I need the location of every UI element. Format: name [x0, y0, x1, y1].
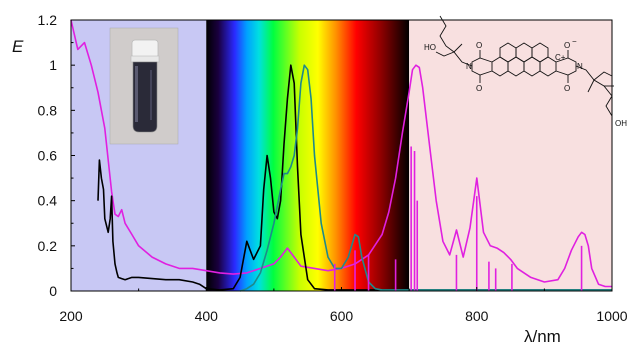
atom-o-bottom-left: O	[476, 84, 482, 93]
transition-sticks	[333, 146, 583, 291]
group-oh: OH	[615, 119, 627, 128]
x-axis-ticks: 200 400 600 800 1000	[59, 287, 628, 324]
x-tick-label-2: 600	[330, 308, 354, 324]
y-tick-label-0: 0	[49, 283, 57, 299]
vial-photo	[109, 27, 179, 145]
y-axis-label: E	[12, 37, 24, 56]
atom-n-right: N	[577, 62, 583, 71]
atom-o-minus: O	[564, 41, 570, 50]
y-tick-label-1: 0.2	[38, 238, 58, 254]
x-tick-label-3: 800	[465, 308, 489, 324]
x-tick-label-0: 200	[59, 308, 83, 324]
atom-o-top-left: O	[476, 41, 482, 50]
atom-n-left: N	[466, 62, 472, 71]
charge-minus: −	[572, 37, 577, 46]
y-tick-label-5: 1	[49, 57, 57, 73]
atom-c-plus: C+	[555, 53, 566, 62]
y-tick-label-3: 0.6	[38, 148, 58, 164]
molecule-structure	[435, 15, 614, 117]
y-axis-ticks: 0 0.2 0.4 0.6 0.8 1 1.2	[38, 12, 75, 299]
y-tick-label-6: 1.2	[38, 12, 58, 28]
series-line-2	[239, 64, 612, 292]
region-band-1	[206, 20, 410, 291]
region-band-2	[409, 20, 612, 291]
x-tick-label-4: 1000	[596, 308, 627, 324]
series-line-1	[97, 64, 612, 291]
molecule-labels: O − C+ O O O N N HO OH	[424, 37, 627, 128]
data-series	[70, 19, 612, 292]
x-tick-label-1: 400	[195, 308, 219, 324]
y-tick-label-4: 0.8	[38, 102, 58, 118]
series-line-0	[70, 19, 612, 288]
x-axis-label: λ/nm	[524, 327, 561, 346]
y-tick-label-2: 0.4	[38, 193, 58, 209]
group-ho: HO	[424, 43, 436, 52]
atom-o-bottom-right: O	[564, 84, 570, 93]
